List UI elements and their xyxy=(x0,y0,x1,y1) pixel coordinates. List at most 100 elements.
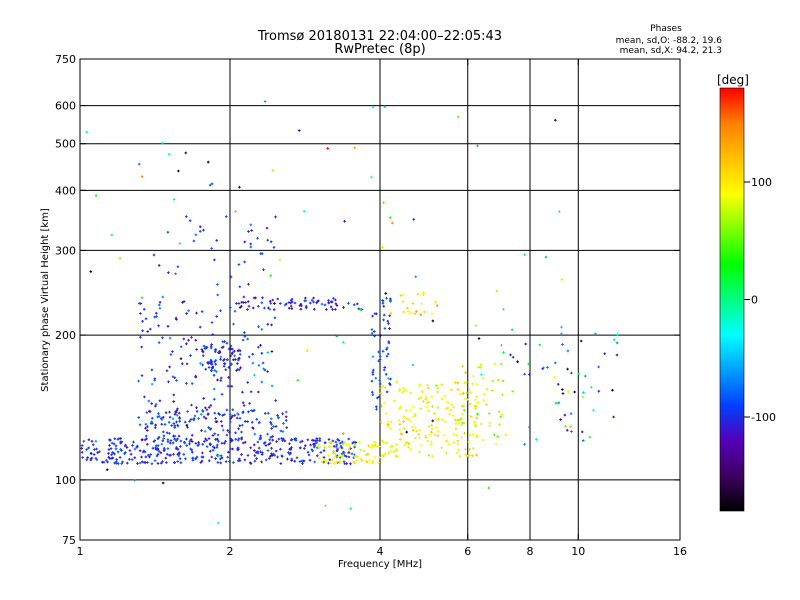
data-point xyxy=(141,460,144,464)
data-point xyxy=(225,433,229,437)
data-point xyxy=(430,312,434,315)
data-point xyxy=(475,395,478,398)
data-point xyxy=(125,446,129,449)
data-point xyxy=(385,354,389,358)
data-point xyxy=(119,437,122,440)
data-point xyxy=(377,445,381,448)
data-point xyxy=(337,439,341,442)
data-point xyxy=(349,462,352,466)
data-point xyxy=(476,144,479,148)
data-point xyxy=(145,411,149,414)
data-point xyxy=(509,353,512,357)
data-point xyxy=(233,354,236,358)
data-point xyxy=(153,459,157,462)
data-point xyxy=(569,425,572,429)
data-point xyxy=(143,395,146,399)
data-point xyxy=(190,440,194,443)
data-point xyxy=(158,303,161,307)
data-point xyxy=(373,330,376,333)
data-point xyxy=(243,240,247,244)
data-point xyxy=(190,433,194,437)
data-point xyxy=(227,366,231,369)
data-point xyxy=(261,361,265,365)
data-point xyxy=(414,436,417,440)
data-point xyxy=(270,323,273,327)
data-point xyxy=(216,378,219,382)
data-point xyxy=(359,448,363,452)
data-point xyxy=(315,301,318,305)
data-point xyxy=(306,438,310,442)
data-point xyxy=(409,448,412,451)
data-point xyxy=(274,425,278,428)
data-point xyxy=(347,437,351,441)
data-point xyxy=(241,441,245,445)
data-point xyxy=(377,461,380,465)
data-point xyxy=(233,309,237,313)
x-tick-label: 4 xyxy=(377,545,384,558)
data-point xyxy=(446,406,450,410)
data-point xyxy=(271,454,274,457)
data-point xyxy=(162,430,165,434)
data-point xyxy=(214,359,218,362)
data-point xyxy=(498,423,501,426)
data-point xyxy=(226,429,230,432)
data-point xyxy=(185,437,188,441)
data-point xyxy=(590,386,593,389)
data-point xyxy=(342,460,346,464)
data-point xyxy=(249,390,253,394)
data-point xyxy=(435,384,438,387)
data-point xyxy=(447,401,450,404)
data-point xyxy=(371,371,375,374)
data-point xyxy=(158,301,162,304)
data-point xyxy=(527,362,530,366)
data-point xyxy=(320,460,324,464)
data-point xyxy=(223,362,227,366)
data-point xyxy=(298,304,302,307)
data-point xyxy=(388,382,391,385)
data-point xyxy=(476,365,480,369)
data-point xyxy=(560,325,563,329)
data-point xyxy=(172,198,176,201)
data-point xyxy=(449,388,453,391)
data-point xyxy=(90,440,94,443)
data-point xyxy=(223,442,226,445)
data-point xyxy=(398,389,401,393)
data-point xyxy=(482,393,486,396)
data-point xyxy=(290,307,294,310)
data-point xyxy=(351,441,354,445)
data-point xyxy=(271,435,274,438)
data-point xyxy=(304,296,307,300)
data-point xyxy=(415,429,419,433)
data-point xyxy=(225,408,229,412)
data-point xyxy=(309,301,312,305)
data-point xyxy=(144,422,148,426)
data-point xyxy=(110,441,114,445)
data-point xyxy=(214,350,217,354)
data-point xyxy=(404,441,408,445)
data-point xyxy=(347,455,351,459)
data-point xyxy=(207,366,211,369)
data-point xyxy=(411,363,415,367)
data-point xyxy=(252,296,256,300)
data-point xyxy=(204,406,207,410)
data-point xyxy=(328,440,331,444)
data-point xyxy=(451,414,455,417)
data-point xyxy=(219,355,223,359)
data-point xyxy=(200,429,203,432)
data-point xyxy=(371,443,374,447)
data-point xyxy=(242,295,246,299)
data-point xyxy=(144,317,148,321)
data-point xyxy=(395,380,398,384)
data-point xyxy=(476,412,479,416)
data-point xyxy=(210,455,214,459)
data-point xyxy=(150,402,153,405)
x-tick-label: 2 xyxy=(227,545,234,558)
data-point xyxy=(476,435,479,439)
data-point xyxy=(112,442,116,446)
data-point xyxy=(312,442,315,446)
data-point xyxy=(425,401,428,405)
data-point xyxy=(389,300,392,303)
data-point xyxy=(176,265,180,268)
data-point xyxy=(249,223,253,227)
data-point xyxy=(375,407,378,411)
